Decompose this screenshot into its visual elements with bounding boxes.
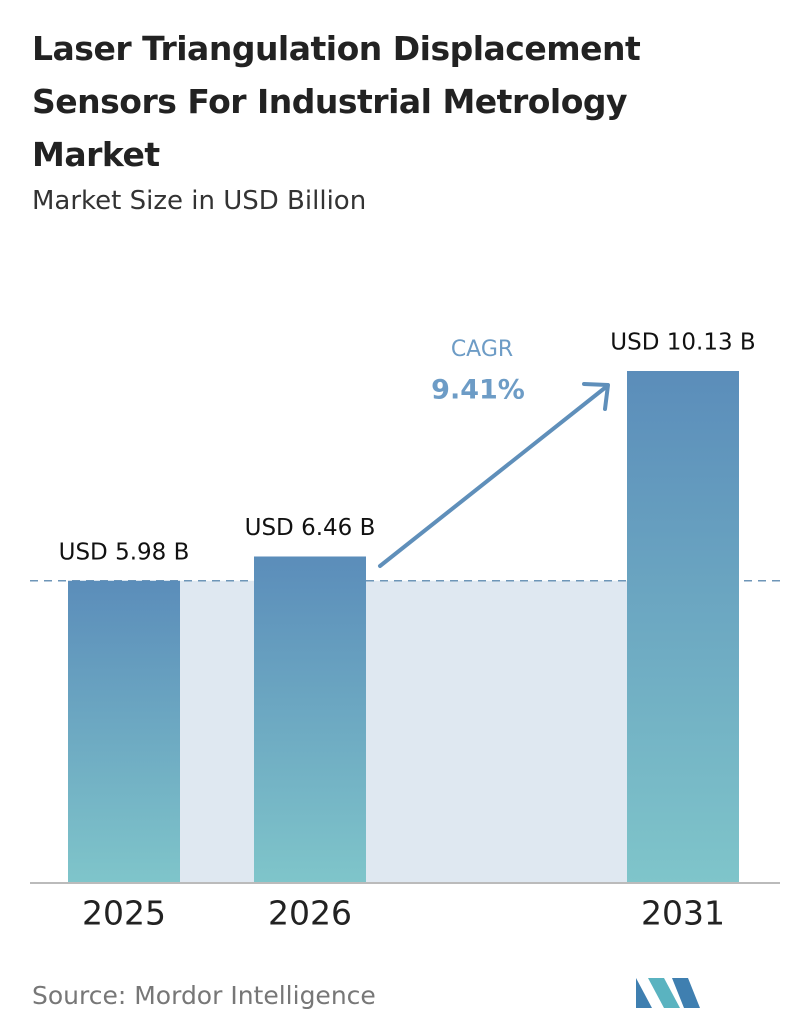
value-label: USD 10.13 B <box>610 330 755 356</box>
value-label: USD 5.98 B <box>59 539 190 565</box>
x-tick-label: 2025 <box>82 894 166 933</box>
cagr-arrowhead <box>582 382 610 411</box>
reference-band <box>180 580 627 883</box>
x-tick-label: 2031 <box>641 894 725 933</box>
logo <box>636 978 700 1008</box>
source: Source: Mordor Intelligence <box>32 981 376 1010</box>
bar <box>68 580 180 883</box>
chart-subtitle: Market Size in USD Billion <box>32 186 367 216</box>
cagr-value: 9.41% <box>431 375 525 406</box>
chart-title: Laser Triangulation Displacement Sensors… <box>32 29 641 174</box>
cagr-arrow <box>378 385 608 568</box>
bar <box>254 556 366 883</box>
cagr-label: CAGR <box>451 337 513 362</box>
value-label: USD 6.46 B <box>245 515 376 541</box>
bar <box>627 371 739 883</box>
x-tick-label: 2026 <box>268 894 352 933</box>
